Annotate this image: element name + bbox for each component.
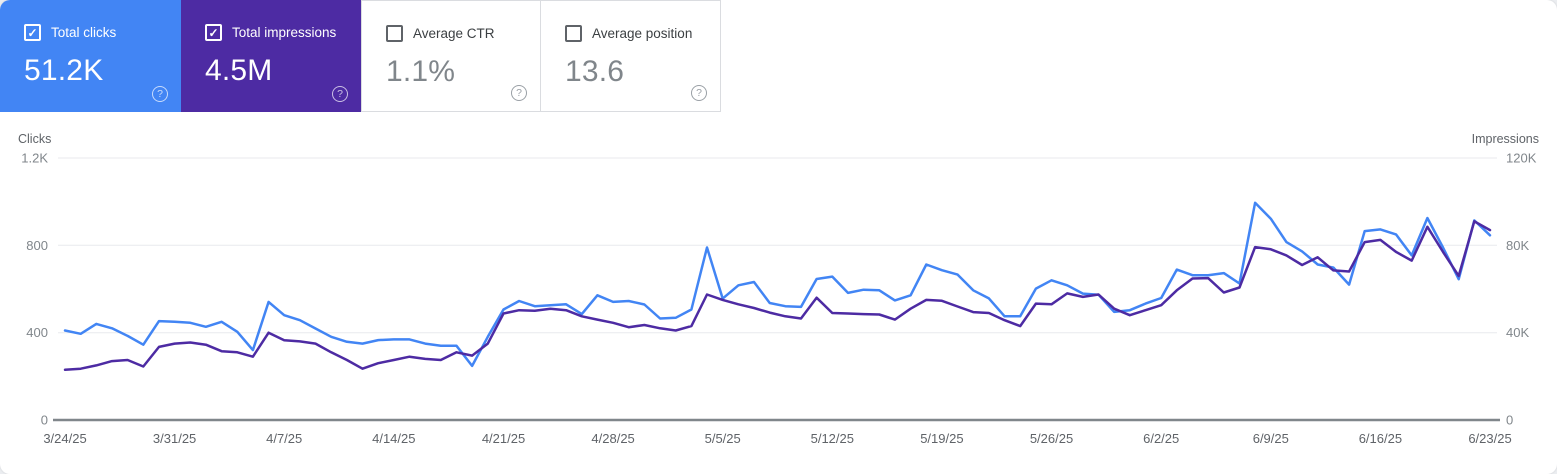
help-icon[interactable]	[691, 85, 707, 101]
x-axis-date-label: 4/21/25	[482, 431, 525, 446]
performance-chart: Clicks Impressions 0 400 800 1.2K 0 40K 80K 120…	[0, 112, 1557, 474]
gridlines	[53, 157, 1500, 422]
card-average-position[interactable]: Average position 13.6	[541, 0, 721, 112]
x-axis-date-label: 3/24/25	[43, 431, 86, 446]
left-axis-title: Clicks	[18, 132, 51, 146]
right-axis-tick: 40K	[1506, 325, 1529, 340]
right-axis-tick: 80K	[1506, 238, 1529, 253]
checkbox-checked-icon[interactable]	[24, 24, 41, 41]
data-series-lines	[63, 201, 1492, 372]
left-axis-tick: 1.2K	[21, 151, 48, 166]
left-axis-tick: 800	[26, 238, 48, 253]
x-axis-date-label: 4/28/25	[591, 431, 634, 446]
metric-cards: Total clicks 51.2K Total impressions 4.5…	[0, 0, 1557, 112]
card-value: 1.1%	[386, 55, 456, 88]
x-axis-date-label: 5/5/25	[705, 431, 741, 446]
card-value: 13.6	[565, 55, 625, 88]
card-value: 4.5M	[205, 54, 273, 87]
series-line-total-clicks	[63, 201, 1492, 368]
x-axis-date-label: 6/16/25	[1359, 431, 1402, 446]
right-axis-tick: 0	[1506, 413, 1513, 428]
x-axis-date-label: 6/2/25	[1143, 431, 1179, 446]
card-label: Average position	[592, 26, 693, 41]
card-label: Average CTR	[413, 26, 495, 41]
card-value: 51.2K	[24, 54, 104, 87]
x-axis-date-label: 6/9/25	[1253, 431, 1289, 446]
help-icon[interactable]	[152, 86, 168, 102]
left-axis-tick: 400	[26, 325, 48, 340]
card-average-ctr[interactable]: Average CTR 1.1%	[361, 0, 541, 112]
card-total-impressions[interactable]: Total impressions 4.5M	[181, 0, 361, 112]
x-axis-date-label: 3/31/25	[153, 431, 196, 446]
left-axis-tick: 0	[41, 413, 48, 428]
help-icon[interactable]	[511, 85, 527, 101]
x-axis-date-label: 4/14/25	[372, 431, 415, 446]
card-label: Total impressions	[232, 25, 337, 40]
axis-tick-labels: 0 400 800 1.2K 0 40K 80K 120K 3/24/25 3/31/25 4/7/…	[21, 151, 1536, 447]
help-icon[interactable]	[332, 86, 348, 102]
x-axis-date-label: 5/12/25	[811, 431, 854, 446]
card-label: Total clicks	[51, 25, 117, 40]
x-axis-date-label: 5/26/25	[1030, 431, 1073, 446]
series-line-total-impressions	[63, 220, 1492, 372]
checkbox-checked-icon[interactable]	[205, 24, 222, 41]
right-axis-tick: 120K	[1506, 151, 1537, 166]
line-chart: Clicks Impressions 0 400 800 1.2K 0 40K 80K 120…	[18, 132, 1539, 447]
checkbox-unchecked-icon[interactable]	[565, 25, 582, 42]
checkbox-unchecked-icon[interactable]	[386, 25, 403, 42]
right-axis-title: Impressions	[1472, 132, 1539, 146]
card-total-clicks[interactable]: Total clicks 51.2K	[0, 0, 181, 112]
x-axis-date-label: 4/7/25	[266, 431, 302, 446]
x-axis-date-label: 6/23/25	[1468, 431, 1511, 446]
x-axis-date-label: 5/19/25	[920, 431, 963, 446]
